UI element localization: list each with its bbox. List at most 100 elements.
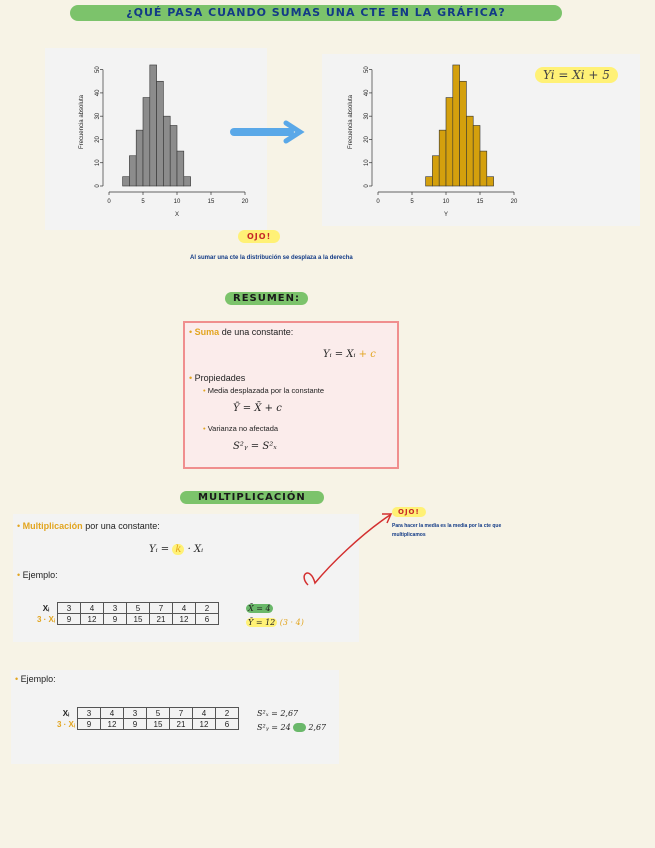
x-tick-label: 10 bbox=[174, 199, 181, 205]
suma-word: Suma bbox=[194, 327, 220, 337]
histogram-bar bbox=[176, 150, 185, 187]
y-axis-label: Frecuencia absoluta bbox=[79, 94, 85, 149]
histogram-bar bbox=[472, 125, 481, 187]
var-y-extra: 2,67 bbox=[308, 723, 327, 732]
histogram-right: 0 5 10 15 20 0 10 20 30 40 50 Frecuencia absoluta Y bbox=[348, 64, 518, 218]
row-label: Xᵢ bbox=[42, 603, 50, 613]
table-cell: 3 bbox=[77, 707, 101, 719]
y-tick-label: 50 bbox=[364, 66, 370, 73]
table-cell: 6 bbox=[215, 718, 239, 730]
mean-y-text: Ȳ = 12 bbox=[246, 618, 278, 627]
histogram-bar bbox=[183, 176, 191, 187]
summary-box: • Suma de una constante: Yᵢ = Xᵢ + c • P… bbox=[183, 321, 399, 469]
property-2-formula: S²ᵧ = S²ₓ bbox=[233, 441, 277, 452]
mult-means: X̄ = 4 Ȳ = 12 (3 · 4) bbox=[246, 602, 304, 630]
p1-text: Media desplazada por la constante bbox=[207, 386, 325, 395]
table-cell: 9 bbox=[123, 718, 147, 730]
x-tick-label: 0 bbox=[107, 199, 111, 205]
mult-formula-b: · Xᵢ bbox=[184, 544, 204, 555]
x-tick-label: 10 bbox=[443, 199, 450, 205]
x-tick-label: 15 bbox=[477, 199, 484, 205]
example2-table-wrap: Xᵢ 3 4 3 5 7 4 2 3 · Xᵢ 9 12 9 15 21 12 … bbox=[55, 707, 239, 730]
x-tick-label: 5 bbox=[410, 199, 414, 205]
table-row: 3 · Xᵢ 9 12 9 15 21 12 6 bbox=[55, 718, 239, 730]
properties-heading: • Propiedades bbox=[189, 373, 246, 383]
row-label: Xᵢ bbox=[62, 708, 70, 718]
mult-example-label: • Ejemplo: bbox=[17, 570, 58, 580]
note-shift: Al sumar una cte la distribución se desp… bbox=[190, 255, 353, 261]
note-mean: Para hacer la media es la media por la c… bbox=[392, 523, 502, 538]
histogram-bar bbox=[432, 155, 440, 187]
y-tick-label: 40 bbox=[364, 89, 370, 96]
table-cell: 3 bbox=[123, 707, 147, 719]
ejemplo-text: Ejemplo: bbox=[22, 570, 58, 580]
table-cell: 15 bbox=[126, 613, 150, 625]
y-tick-label: 0 bbox=[95, 184, 101, 188]
formula-badge: Yi = Xi + 5 bbox=[535, 67, 618, 83]
ojo-badge: OJO! bbox=[238, 230, 281, 243]
mult-rest: por una constante: bbox=[82, 521, 160, 531]
table-cell: 12 bbox=[100, 718, 124, 730]
histogram-bar bbox=[425, 176, 433, 187]
table-cell: 9 bbox=[57, 613, 81, 625]
y-tick-label: 10 bbox=[364, 159, 370, 166]
table-cell: 12 bbox=[80, 613, 104, 625]
histogram-bar bbox=[149, 64, 157, 187]
y-tick-label: 30 bbox=[95, 112, 101, 119]
table-row: Xᵢ 3 4 3 5 7 4 2 bbox=[55, 707, 239, 719]
table-cell: 9 bbox=[103, 613, 127, 625]
histogram-bar bbox=[135, 129, 144, 187]
table-cell: 12 bbox=[192, 718, 216, 730]
mult-word: Multiplicación bbox=[22, 521, 83, 531]
row-label: 3 · Xᵢ bbox=[56, 719, 76, 729]
histogram-bar bbox=[479, 150, 488, 187]
histogram-bar bbox=[438, 129, 447, 187]
formula-main: Yᵢ = Xᵢ bbox=[323, 349, 356, 360]
histogram-bar bbox=[142, 97, 151, 187]
mean-x: X̄ = 4 bbox=[246, 602, 304, 616]
x-tick-label: 20 bbox=[242, 199, 249, 205]
table-cell: 7 bbox=[169, 707, 193, 719]
table-cell: 3 bbox=[103, 602, 127, 614]
table-cell: 3 bbox=[57, 602, 81, 614]
table-cell: 2 bbox=[195, 602, 219, 614]
ojo-text: OJO! bbox=[247, 232, 272, 241]
property-1-formula: Ȳ = X̄ + c bbox=[233, 403, 282, 414]
table-cell: 21 bbox=[169, 718, 193, 730]
curved-arrow-icon bbox=[303, 513, 393, 586]
table-row: Xᵢ 3 4 3 5 7 4 2 bbox=[35, 602, 219, 614]
var-x: S²ₓ = 2,67 bbox=[257, 709, 299, 718]
example2-label: • Ejemplo: bbox=[15, 674, 56, 684]
y-tick-label: 0 bbox=[364, 184, 370, 188]
table-cell: 4 bbox=[80, 602, 104, 614]
histogram-bar bbox=[129, 155, 137, 187]
histogram-bar bbox=[459, 80, 467, 187]
mult-title: MULTIPLICACIÓN bbox=[180, 491, 324, 504]
arrow-icon bbox=[230, 120, 305, 144]
x-tick-label: 0 bbox=[376, 199, 380, 205]
histogram-left-panel: 0 5 10 15 20 0 10 20 30 40 50 Frecuencia absoluta X bbox=[45, 48, 267, 230]
ejemplo2-text: Ejemplo: bbox=[20, 674, 56, 684]
x-tick-label: 20 bbox=[511, 199, 518, 205]
green-mark bbox=[293, 723, 306, 732]
formula-text: Yi = Xi + 5 bbox=[543, 68, 610, 82]
histogram-bar bbox=[169, 125, 178, 187]
histogram-bar bbox=[486, 176, 494, 187]
y-tick-label: 40 bbox=[95, 89, 101, 96]
mult-heading: • Multiplicación por una constante: bbox=[17, 521, 160, 531]
histogram-bar bbox=[445, 97, 454, 187]
histogram-bar bbox=[122, 176, 130, 187]
mult-formula-a: Yᵢ = bbox=[149, 544, 173, 555]
x-tick-label: 5 bbox=[141, 199, 145, 205]
prop-text: Propiedades bbox=[194, 373, 246, 383]
y-tick-label: 50 bbox=[95, 66, 101, 73]
histogram-bar bbox=[163, 115, 171, 187]
table-cell: 5 bbox=[126, 602, 150, 614]
mean-x-text: X̄ = 4 bbox=[246, 604, 273, 613]
mean-y-extra: (3 · 4) bbox=[279, 618, 304, 627]
mult-table: Xᵢ 3 4 3 5 7 4 2 3 · Xᵢ 9 12 9 15 21 12 … bbox=[35, 602, 219, 625]
var-y-text: S²ᵧ = 24 bbox=[257, 723, 291, 732]
table-cell: 15 bbox=[146, 718, 170, 730]
histogram-bar bbox=[452, 64, 460, 187]
property-2: • Varianza no afectada bbox=[203, 424, 279, 433]
